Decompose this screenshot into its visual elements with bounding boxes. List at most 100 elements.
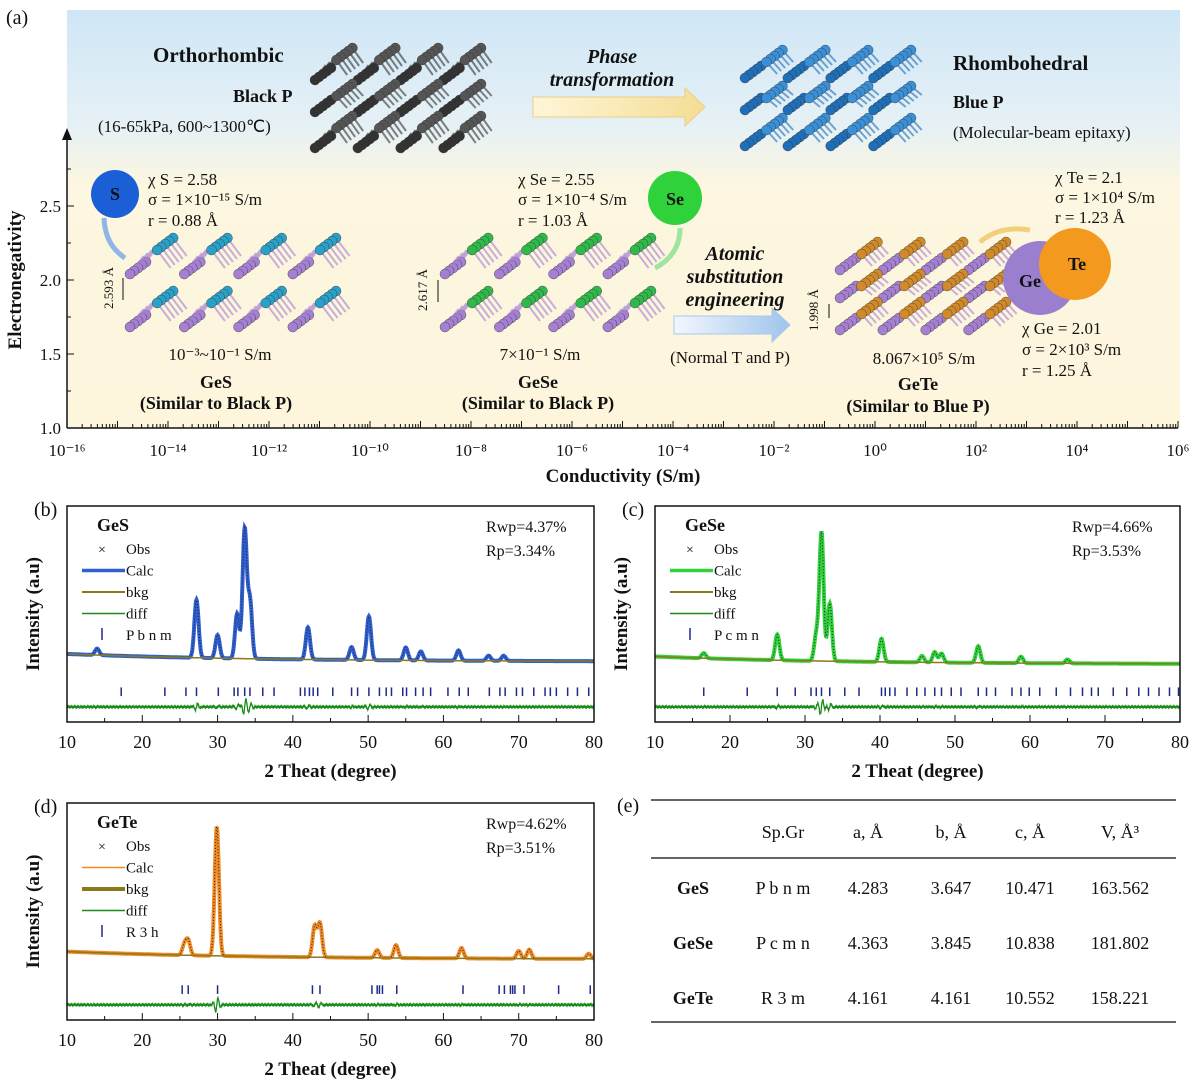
legend-entry: bkg [126,585,149,601]
y-tick-label: 2.0 [40,271,61,290]
ge-symbol: Ge [1019,271,1041,291]
panel-a-ylabel: Electronegativity [5,210,26,349]
ge-radius: r = 1.25 Å [1022,361,1093,380]
te-sigma: σ = 1×10⁴ S/m [1055,188,1155,207]
s-sigma: σ = 1×10⁻¹⁵ S/m [148,190,262,209]
x-tick-label: 80 [585,732,603,752]
bkg-curve [655,655,1180,665]
rp-value: Rp=3.34% [486,543,555,560]
x-tick-label: 20 [721,732,739,752]
table-row-label: GeTe [673,988,713,1008]
phase-transformation-label-1: Phase [586,46,637,68]
bkg-curve [67,653,594,662]
substitution-label-1: Atomic [704,243,765,265]
rwp-value: Rwp=4.62% [486,816,567,833]
table-cell: R 3 m [761,988,805,1008]
x-tick-label: 10⁻¹⁶ [49,441,86,460]
panel-label: (c) [622,499,644,521]
s-arrow [101,217,127,261]
x-tick-label: 10⁰ [863,441,887,460]
phase-transformation-label-2: transformation [550,69,674,91]
gese-name: GeSe [518,372,558,392]
x-tick-label: 10 [58,1030,76,1050]
x-tick-label: 50 [946,732,964,752]
table-cell: P c m n [756,933,810,953]
legend-entry: Obs [126,542,150,558]
substitution-conditions: (Normal T and P) [670,348,790,367]
x-tick-label: 10⁶ [1167,441,1190,460]
obs-marker-icon: × [98,840,106,855]
se-radius: r = 1.03 Å [518,211,589,230]
gese-note: (Similar to Black P) [462,393,614,414]
diff-curve [66,698,595,715]
gese-layer [439,285,666,333]
s-symbol: S [110,184,120,204]
ges-conductivity: 10⁻³~10⁻¹ S/m [169,345,272,364]
table-cell: 4.161 [848,988,889,1008]
gete-layer [834,296,1018,336]
ges-layer [124,232,351,280]
rwp-value: Rwp=4.37% [486,519,567,536]
rwp-value: Rwp=4.66% [1072,519,1153,536]
black-p-layer [309,110,493,154]
blue-p-layer [739,44,923,84]
y-axis-label: Intensity (a.u) [23,557,44,671]
substitution-label-3: engineering [686,289,785,311]
blue-p-layer [739,112,923,152]
x-tick-label: 20 [133,732,151,752]
table-cell: 158.221 [1091,988,1150,1008]
panel-label-a: (a) [6,7,28,29]
obs-marker-icon: × [98,543,106,558]
table-cell: 181.802 [1091,933,1150,953]
panel-label: (d) [34,796,57,818]
black-p-layer [309,42,493,86]
y-axis-arrow [62,128,72,140]
se-symbol: Se [666,189,684,209]
obs-marker-icon: × [686,543,694,558]
panel-title: GeS [97,515,129,535]
legend-entry: diff [714,607,735,623]
rhombohedral-title: Rhombohedral [953,51,1089,75]
ges-note: (Similar to Black P) [140,393,292,414]
legend-entry: Obs [714,542,738,558]
blue-p-conditions: (Molecular-beam epitaxy) [953,123,1131,142]
s-atom-icon [91,170,139,218]
table-cell: P b n m [756,878,811,898]
x-tick-label: 40 [871,732,889,752]
gete-interlayer: 1.998 Å [806,288,821,331]
y-tick-label: 1.5 [40,345,61,364]
ges-layer [124,285,351,333]
se-arrow [653,227,683,271]
x-tick-label: 10⁻² [758,441,789,460]
gete-conductivity: 8.067×10⁵ S/m [873,349,975,368]
x-tick-label: 10⁻⁸ [455,441,487,460]
x-tick-label: 50 [359,732,377,752]
panel-label-e: (e) [617,795,639,817]
x-axis-label: 2 Theat (degree) [851,761,983,782]
table-cell: 3.845 [931,933,972,953]
gete-layer [834,236,1018,276]
legend-entry: bkg [714,585,737,601]
xrd-panel-ges: 10 20 30 40 50 60 70 80 2 Theat (degree) Intensit… [23,499,603,782]
x-tick-label: 70 [510,1030,528,1050]
table-cell: 4.363 [848,933,889,953]
table-cell: 3.647 [931,878,972,898]
substitution-arrow [673,306,791,344]
y-axis-label: Intensity (a.u) [611,557,632,671]
panel-title: GeSe [685,515,725,535]
table-cell: 10.552 [1005,988,1055,1008]
ges-interlayer: 2.593 Å [101,266,116,309]
x-axis-label: 2 Theat (degree) [264,1059,396,1080]
gete-note: (Similar to Blue P) [846,396,989,417]
orthorhombic-title: Orthorhombic [153,43,284,67]
x-tick-label: 80 [1171,732,1189,752]
gese-interlayer: 2.617 Å [415,268,430,311]
diff-curve [66,995,595,1013]
ge-chi: χ Ge = 2.01 [1021,319,1101,338]
table-header: b, Å [936,822,967,842]
bkg-curve [67,950,594,960]
ge-sigma: σ = 2×10³ S/m [1022,340,1121,359]
te-radius: r = 1.23 Å [1055,208,1126,227]
x-tick-label: 30 [209,732,227,752]
